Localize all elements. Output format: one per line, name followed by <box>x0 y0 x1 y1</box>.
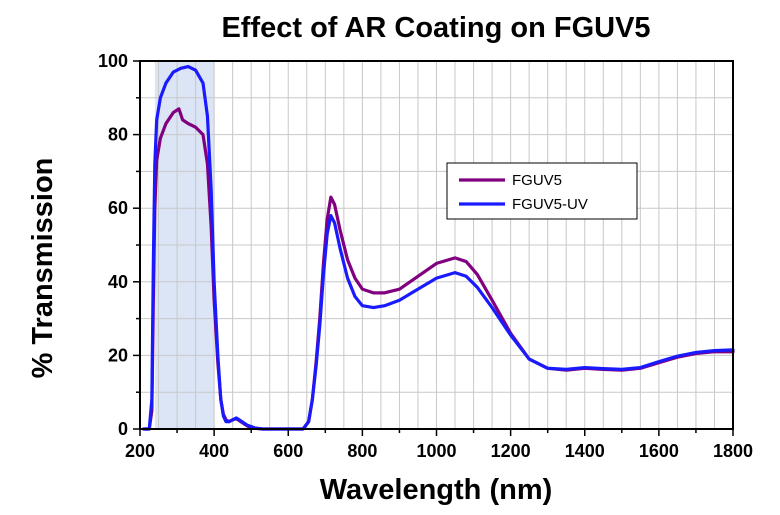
x-tick-label: 1400 <box>565 441 605 461</box>
legend-label-1: FGUV5 <box>512 172 562 189</box>
y-tick-label: 0 <box>118 419 128 439</box>
legend-box <box>446 162 638 220</box>
y-axis-title: % Transmission <box>27 158 59 379</box>
legend-label-2: FGUV5-UV <box>512 196 588 213</box>
x-tick-label: 1800 <box>713 441 753 461</box>
x-tick-label: 800 <box>347 441 377 461</box>
series-line-2 <box>142 64 735 431</box>
y-tick-label: 60 <box>108 198 128 218</box>
plot-area: 200 400 600 800 1000 1200 1400 1600 1800 0 20 40 60 8… <box>98 51 753 461</box>
x-tick-label: 1200 <box>491 441 531 461</box>
x-tick-label: 200 <box>125 441 155 461</box>
x-tick-label: 1600 <box>639 441 679 461</box>
x-axis-title: Wavelength (nm) <box>320 474 553 506</box>
y-tick-label: 100 <box>98 51 128 71</box>
y-tick-label: 40 <box>108 272 128 292</box>
y-tick-label: 20 <box>108 345 128 365</box>
chart-title: Effect of AR Coating on FGUV5 <box>221 12 650 44</box>
y-tick-label: 80 <box>108 125 128 145</box>
x-tick-label: 1000 <box>416 441 456 461</box>
x-tick-label: 400 <box>199 441 229 461</box>
x-tick-label: 600 <box>273 441 303 461</box>
